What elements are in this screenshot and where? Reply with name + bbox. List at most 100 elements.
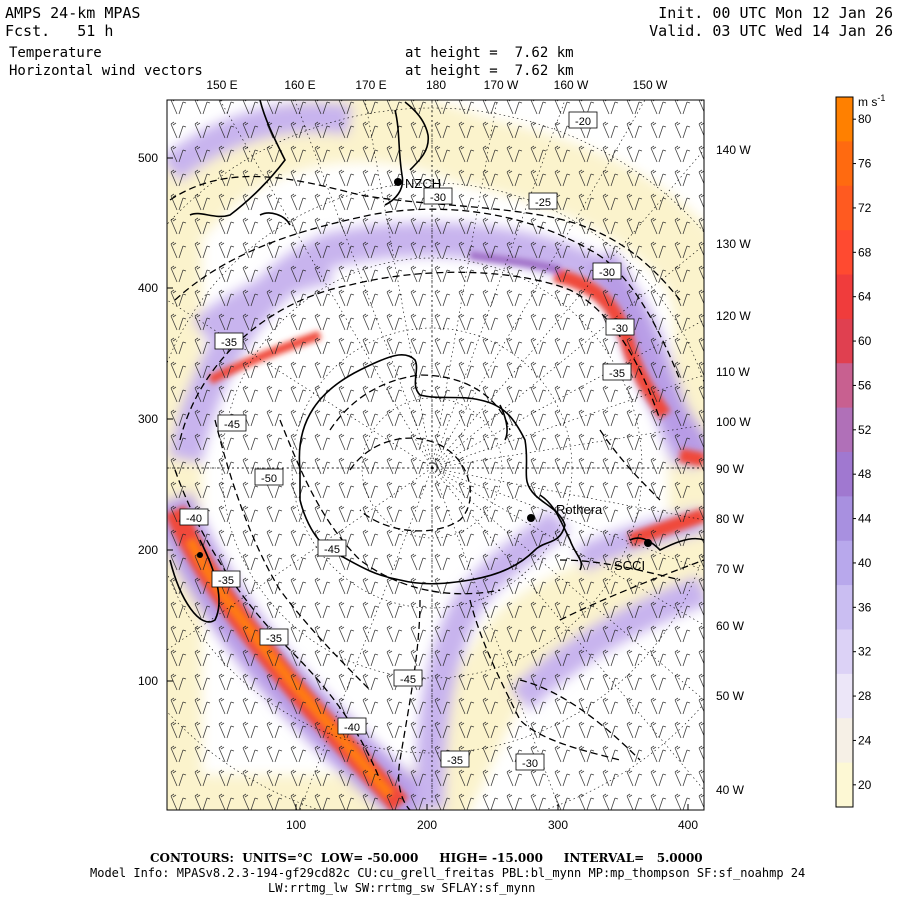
colorbar-swatch [836, 274, 853, 320]
x-tick-label: 300 [548, 818, 568, 832]
station-scci-label: SCCI [614, 558, 645, 573]
contour-label-box [605, 318, 635, 336]
lon-label: 130 W [716, 237, 751, 251]
lon-label: 160 W [554, 78, 589, 92]
station-marker [197, 552, 203, 558]
model-info: Model Info: MPASv8.2.3-194-gf29cd82c CU:… [90, 866, 806, 880]
contour-label-box [259, 628, 289, 646]
lon-label: 120 W [716, 309, 751, 323]
lon-label: 100 W [716, 415, 751, 429]
longitude-labels-right: 140 W 130 W 120 W 110 W 100 W 90 W 80 W … [716, 143, 751, 797]
lon-label: 150 W [633, 78, 668, 92]
forecast-hour: Fcst. 51 h [5, 22, 114, 40]
contour-label-box [214, 332, 244, 350]
init-time: Init. 00 UTC Mon 12 Jan 26 [658, 4, 893, 22]
contour-label-text: -45 [224, 419, 240, 431]
contour-label-box [515, 753, 545, 771]
lon-label: 70 W [716, 562, 745, 576]
contour-label-box [440, 750, 470, 768]
colorbar-label: 44 [858, 512, 872, 526]
contour-label: -30 [605, 318, 635, 336]
colorbar-frame [835, 96, 854, 808]
contour-label: -40 [179, 508, 209, 526]
contour-label-text: -35 [266, 633, 282, 645]
station-rothera: Rothera [527, 502, 603, 522]
x-tick-label: 100 [286, 818, 306, 832]
contour-label: -45 [393, 669, 423, 687]
y-axis: 100 200 300 400 500 [138, 151, 173, 688]
plot-frame [166, 99, 705, 811]
lon-label: 150 E [206, 78, 237, 92]
contour-label-text: -45 [324, 544, 340, 556]
plot-area: NZCH Rothera SCCI -20-30 -25-30-30-35-35-… [167, 100, 704, 810]
y-tick-label: 300 [138, 412, 158, 426]
colorbar-unit-sup: -1 [877, 93, 885, 103]
lon-label: 170 W [484, 78, 519, 92]
station-scci: SCCI [614, 539, 652, 573]
field-wind: Horizontal wind vectors [9, 63, 203, 79]
colorbar-label: 76 [858, 157, 872, 171]
contour-label: -35 [440, 750, 470, 768]
contour-label-box [423, 187, 453, 205]
contour-label: -50 [254, 468, 284, 486]
colorbar-label: 36 [858, 600, 872, 614]
contour-label-text: -35 [447, 755, 463, 767]
contour-label: -35 [211, 570, 241, 588]
pole-crosshair [167, 100, 704, 810]
contour-label: -40 [337, 717, 367, 735]
lon-label: 50 W [716, 689, 745, 703]
colorbar-label: 32 [858, 645, 872, 659]
contour-label: -45 [217, 414, 247, 432]
colorbar: m s-1 80 76 72 68 64 60 56 52 48 44 40 36 32 28 24 20 [835, 93, 885, 808]
colorbar-swatch [836, 318, 853, 364]
wind-vectors [167, 100, 704, 810]
colorbar-swatch [836, 629, 853, 675]
y-tick-label: 500 [138, 151, 158, 165]
colorbar-swatch [836, 407, 853, 453]
colorbar-swatch [836, 673, 853, 719]
colorbar-label: 52 [858, 423, 872, 437]
contour-label-text: -30 [522, 758, 538, 770]
lon-label: 90 W [716, 462, 745, 476]
y-tick-label: 100 [138, 674, 158, 688]
colorbar-label: 56 [858, 378, 872, 392]
contour-label: -20 [568, 111, 598, 129]
contour-label: -30 [423, 187, 453, 205]
contour-label-box [211, 570, 241, 588]
contour-label-text: -30 [430, 192, 446, 204]
colorbar-swatch [836, 718, 853, 764]
colorbar-label: 24 [858, 733, 872, 747]
station-rothera-label: Rothera [556, 502, 603, 517]
contour-label-text: -35 [221, 337, 237, 349]
longitude-labels-top: 150 E 160 E 170 E 180 170 W 160 W 150 W [206, 78, 668, 92]
height-line-1: at height = 7.62 km [405, 45, 574, 61]
contour-label-box [217, 414, 247, 432]
contour-label-text: -30 [612, 323, 628, 335]
colorbar-swatches [836, 97, 853, 808]
contour-label: -35 [259, 628, 289, 646]
y-tick-label: 400 [138, 281, 158, 295]
model-title: AMPS 24-km MPAS [5, 4, 141, 22]
contour-label-box [337, 717, 367, 735]
colorbar-label: 60 [858, 334, 872, 348]
contour-label-text: -20 [575, 116, 591, 128]
colorbar-unit-text: m s [858, 95, 877, 109]
colorbar-label: 28 [858, 689, 872, 703]
colorbar-swatch [836, 585, 853, 630]
contour-label-box [592, 262, 622, 280]
temperature-contours [169, 175, 704, 810]
colorbar-swatch [836, 540, 853, 586]
contour-label: -25 [528, 192, 558, 210]
x-tick-label: 400 [678, 818, 698, 832]
contour-label-box [317, 539, 347, 557]
colorbar-swatch [836, 496, 853, 542]
contour-label-text: -35 [218, 575, 234, 587]
colorbar-label: 40 [858, 556, 872, 570]
contour-labels: -20 -30 -25 -30 -30 -35 -35 -45 -50 -40 -45 -35 -35 -… [179, 111, 635, 771]
colorbar-swatch [836, 452, 853, 497]
height-line-2: at height = 7.62 km [405, 63, 574, 79]
field-temperature: Temperature [9, 45, 102, 61]
lon-label: 140 W [716, 143, 751, 157]
contour-label-box [393, 669, 423, 687]
contour-label-text: -40 [344, 722, 360, 734]
